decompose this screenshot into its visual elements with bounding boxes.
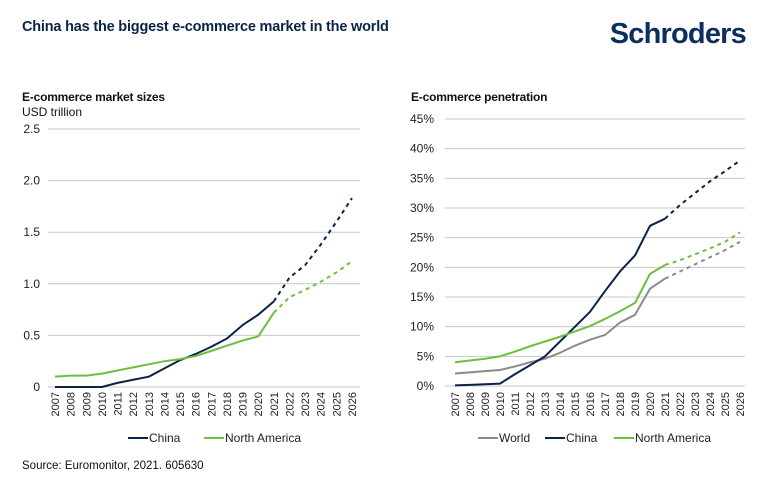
chart-2-xtick-label: 2011 [510, 392, 522, 416]
chart-2-xtick-label: 2013 [540, 392, 552, 416]
chart-1-xtick-label: 2011 [113, 392, 125, 416]
chart-2-xtick-label: 2020 [645, 392, 657, 416]
chart-1-xtick-label: 2020 [253, 392, 265, 416]
chart-1-xtick-label: 2007 [50, 392, 62, 416]
chart-2-legend-label: North America [635, 431, 711, 445]
chart-1-series-china-actual [55, 300, 275, 388]
chart-1-series-china-forecast [273, 197, 353, 302]
chart-1-xtick-label: 2019 [238, 392, 250, 416]
chart-2-xtick-label: 2009 [480, 392, 492, 416]
chart-2-xtick-label: 2016 [585, 392, 597, 416]
chart-2-xtick-label: 2018 [615, 392, 627, 416]
chart-2-xtick-label: 2023 [690, 392, 702, 416]
source-note: Source: Euromonitor, 2021. 605630 [22, 460, 204, 472]
chart-2-xtick-label: 2010 [495, 392, 507, 416]
chart-2-ytick-label: 35% [410, 171, 434, 185]
chart-2-xtick-label: 2012 [525, 392, 537, 416]
chart-1-xtick-label: 2023 [300, 392, 312, 416]
chart-2-series-china-forecast [664, 159, 741, 220]
chart-2-ytick-label: 40% [410, 142, 434, 156]
chart-2-xtick-label: 2007 [450, 392, 462, 416]
chart-1-ytick-label: 2.5 [23, 122, 40, 136]
chart-2-xtick-label: 2014 [555, 392, 567, 416]
chart-1-xtick-label: 2026 [347, 392, 359, 416]
chart-2-series-north-america-actual [454, 264, 666, 364]
chart-2-ytick-label: 10% [410, 320, 434, 334]
chart-1-xtick-label: 2010 [97, 392, 109, 416]
chart-1-ytick-label: 0.5 [23, 328, 40, 342]
chart-2-legend-label: China [566, 431, 598, 445]
chart-1-xtick-label: 2018 [222, 392, 234, 416]
chart-1-xtick-label: 2015 [175, 392, 187, 416]
chart-2-series-world-actual [454, 277, 666, 375]
chart-1-ytick-label: 0 [33, 380, 40, 394]
chart-2-xtick-label: 2008 [465, 392, 477, 416]
chart-1-legend-label: North America [225, 431, 301, 445]
chart-2-ytick-label: 15% [410, 290, 434, 304]
chart-1-xtick-label: 2012 [128, 392, 140, 416]
chart-2-series-north-america-forecast [664, 231, 741, 266]
chart-2-legend-label: World [499, 431, 530, 445]
chart-1-xtick-label: 2025 [331, 392, 343, 416]
chart-1-xtick-label: 2014 [159, 392, 171, 416]
chart-1-xtick-label: 2022 [284, 392, 296, 416]
chart-1-ytick-label: 1.0 [23, 277, 40, 291]
chart-2-ytick-label: 20% [410, 260, 434, 274]
chart-1-xtick-label: 2021 [269, 392, 281, 416]
chart-2-title: E-commerce penetration [411, 90, 548, 104]
chart-2-xtick-label: 2026 [735, 392, 747, 416]
chart-2-xtick-label: 2015 [570, 392, 582, 416]
chart-1-xtick-label: 2017 [206, 392, 218, 416]
chart-1-xtick-label: 2009 [81, 392, 93, 416]
chart-2-ytick-label: 25% [410, 231, 434, 245]
page-title: China has the biggest e-commerce market … [22, 19, 389, 35]
chart-2-xtick-label: 2021 [660, 392, 672, 416]
chart-2-series-china-actual [454, 217, 666, 387]
chart-1-ylabel: USD trillion [22, 105, 83, 119]
chart-1-title: E-commerce market sizes [22, 90, 165, 104]
chart-2-series-world-forecast [664, 240, 741, 280]
chart-1-series-north-america-forecast [273, 260, 353, 314]
chart-2-xtick-label: 2025 [720, 392, 732, 416]
chart-1-ytick-label: 2.0 [23, 174, 40, 188]
chart-2-xtick-label: 2022 [675, 392, 687, 416]
chart-2-ytick-label: 30% [410, 201, 434, 215]
chart-2-ytick-label: 45% [410, 112, 434, 126]
chart-2-xtick-label: 2017 [600, 392, 612, 416]
chart-2-ytick-label: 5% [417, 349, 435, 363]
chart-1-xtick-label: 2016 [191, 392, 203, 416]
chart-2-ytick-label: 0% [417, 379, 435, 393]
chart-1-legend-label: China [149, 431, 181, 445]
chart-1-xtick-label: 2008 [66, 392, 78, 416]
chart-1-xtick-label: 2024 [316, 392, 328, 416]
chart-1-ytick-label: 1.5 [23, 225, 40, 239]
chart-1-xtick-label: 2013 [144, 392, 156, 416]
chart-1-series-north-america-actual [54, 312, 275, 378]
chart-2-xtick-label: 2019 [630, 392, 642, 416]
chart-2-xtick-label: 2024 [705, 392, 717, 416]
schroders-logo: Schroders [609, 18, 747, 50]
